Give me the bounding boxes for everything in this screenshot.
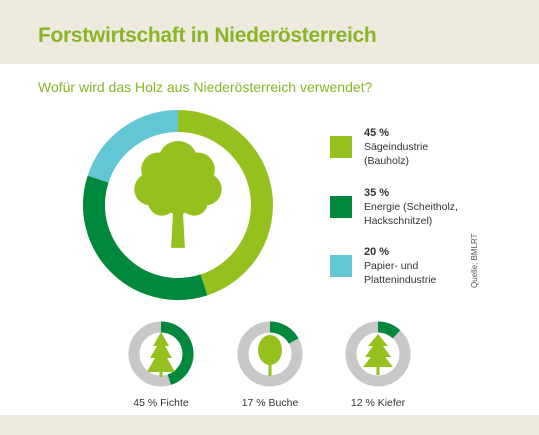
page-title: Forstwirtschaft in Niederösterreich (38, 24, 377, 47)
pine-icon (363, 334, 393, 375)
footer-band (0, 415, 539, 435)
small-donut-segment (377, 321, 401, 339)
legend-value: 45 % (364, 127, 390, 139)
legend-text: 35 % Energie (Scheitholz, Hackschnitzel) (364, 186, 514, 228)
spruce-icon (147, 332, 175, 377)
legend-text: 20 % Papier- und Plattenindustrie (364, 245, 514, 287)
small-donut-2 (345, 321, 411, 387)
small-donut-segment (160, 321, 194, 385)
legend-value: 20 % (364, 246, 390, 258)
source-note: Quelle: BMLRT (470, 233, 479, 288)
legend-swatch-energie (330, 196, 352, 218)
main-donut (83, 110, 273, 300)
deciduous-tree-icon (134, 140, 222, 248)
small-chart-label-fichte: 45 % Fichte (133, 397, 189, 409)
tree-trunk (171, 206, 185, 248)
legend-swatch-papier (330, 255, 352, 277)
legend-label: Energie (Scheitholz, Hackschnitzel) (364, 201, 458, 227)
tree-crown-part (163, 184, 193, 215)
donut-segment-1 (83, 175, 208, 300)
legend-swatch-saegeindustrie (330, 136, 352, 158)
small-donuts (128, 321, 411, 387)
legend-label: Papier- und Plattenindustrie (364, 260, 437, 286)
header-band (0, 0, 539, 64)
legend-value: 35 % (364, 187, 390, 199)
beech-icon (258, 335, 282, 376)
small-donut-segment (269, 321, 299, 344)
donut-segment-0 (177, 110, 273, 296)
legend-label: Sägeindustrie (Bauholz) (364, 141, 429, 167)
small-donut-0 (128, 321, 194, 387)
legend-text: 45 % Sägeindustrie (Bauholz) (364, 126, 514, 168)
small-chart-label-buche: 17 % Buche (241, 397, 299, 409)
small-donut-1 (237, 321, 303, 387)
small-chart-label-kiefer: 12 % Kiefer (350, 397, 406, 409)
donut-segment-2 (87, 110, 179, 183)
chart-subtitle: Wofür wird das Holz aus Niederösterreich… (38, 79, 373, 95)
